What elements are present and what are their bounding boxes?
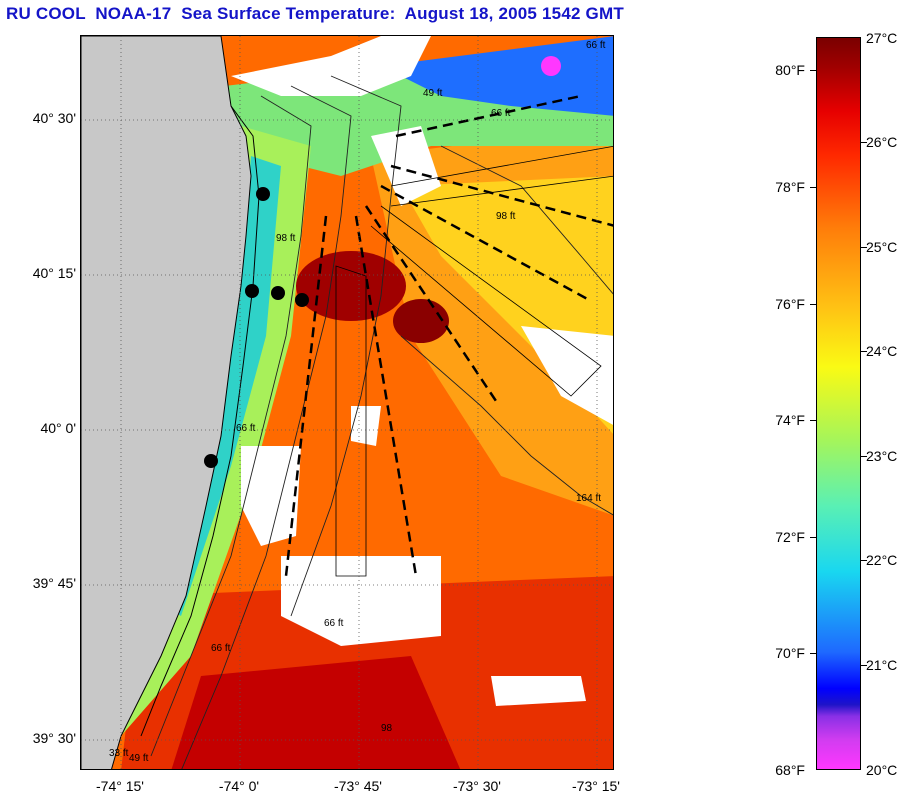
- longitude-label: -74° 15': [96, 778, 144, 794]
- fahrenheit-tick: [810, 304, 816, 305]
- isobath-label: 164 ft: [576, 493, 601, 504]
- celsius-label: 20°C: [866, 762, 898, 778]
- isobath-label: 66 ft: [211, 643, 231, 654]
- sst-map-canvas: 49 ft 66 ft 98 ft 98 ft 66 ft 164 ft 66 …: [81, 36, 613, 769]
- lane-south: [354, 215, 418, 577]
- isobath-label: 66 ft: [324, 618, 344, 629]
- longitude-label: -73° 45': [334, 778, 382, 794]
- fahrenheit-label: 70°F: [775, 645, 805, 661]
- celsius-label: 27°C: [866, 30, 898, 46]
- isobath-66ft: [181, 85, 352, 769]
- station-marker[interactable]: [271, 286, 285, 300]
- lane-northeast: [390, 164, 613, 227]
- cloud-mask-east: [521, 326, 613, 425]
- fahrenheit-label: 78°F: [775, 179, 805, 195]
- latitude-label: 40° 0': [40, 420, 76, 436]
- coldest-patch: [541, 56, 561, 76]
- lane-east: [380, 184, 592, 303]
- coastal-cold-strip: [151, 156, 281, 616]
- latitude-label: 39° 45': [32, 575, 76, 591]
- station-marker[interactable]: [204, 454, 218, 468]
- isobath-label: 66 ft: [586, 40, 606, 51]
- fahrenheit-label: 74°F: [775, 412, 805, 428]
- fahrenheit-label: 76°F: [775, 296, 805, 312]
- cloud-mask-central: [281, 556, 441, 646]
- celsius-label: 23°C: [866, 448, 898, 464]
- map-title: RU COOL NOAA-17 Sea Surface Temperature:…: [6, 4, 624, 23]
- latitude-label: 40° 30': [32, 110, 76, 126]
- lane-southwest: [284, 215, 328, 577]
- transect-northeast: [390, 145, 613, 207]
- fahrenheit-label: 80°F: [775, 62, 805, 78]
- sst-map[interactable]: 49 ft 66 ft 98 ft 98 ft 66 ft 164 ft 66 …: [80, 35, 614, 770]
- longitude-label: -73° 30': [453, 778, 501, 794]
- hotspot-canyon-head: [296, 251, 406, 321]
- celsius-tick: [861, 560, 867, 561]
- sampling-box-central: [335, 265, 367, 577]
- isobath-label: 98 ft: [496, 211, 516, 222]
- land-new-jersey: [81, 36, 252, 769]
- lane-southeast: [364, 205, 498, 402]
- temperature-colorbar: [816, 37, 861, 770]
- isobath-label: 49 ft: [423, 88, 443, 99]
- fahrenheit-tick: [810, 537, 816, 538]
- station-marker[interactable]: [295, 293, 309, 307]
- transect-southeast: [370, 205, 602, 397]
- latitude-label: 40° 15': [32, 265, 76, 281]
- latitude-label: 39° 30': [32, 730, 76, 746]
- cloud-mask-nearshore: [371, 126, 441, 206]
- hot-band-south: [171, 656, 461, 769]
- celsius-label: 25°C: [866, 239, 898, 255]
- station-marker[interactable]: [245, 284, 259, 298]
- cold-patch-northeast: [381, 36, 613, 116]
- fahrenheit-label: 68°F: [775, 762, 805, 778]
- isobath-label: 66 ft: [491, 108, 511, 119]
- isobath-label: 98 ft: [276, 233, 296, 244]
- isobath-98ft-east: [440, 145, 613, 295]
- isobath-98ft: [290, 75, 402, 617]
- graticule: [81, 36, 613, 769]
- longitude-label: -74° 0': [218, 778, 260, 794]
- cloud-mask-north: [231, 36, 431, 96]
- fahrenheit-tick: [810, 70, 816, 71]
- celsius-tick: [861, 456, 867, 457]
- isobath-label: 66 ft: [236, 423, 256, 434]
- celsius-label: 24°C: [866, 343, 898, 359]
- isobath-label: 98: [381, 723, 393, 734]
- cloud-mask-west: [241, 446, 301, 546]
- station-markers: [204, 187, 309, 468]
- celsius-tick: [861, 665, 867, 666]
- celsius-label: 21°C: [866, 657, 898, 673]
- isobath-label: 49 ft: [129, 753, 149, 764]
- celsius-tick: [861, 351, 867, 352]
- fahrenheit-tick: [810, 653, 816, 654]
- fahrenheit-tick: [810, 420, 816, 421]
- fahrenheit-label: 72°F: [775, 529, 805, 545]
- station-marker[interactable]: [256, 187, 270, 201]
- fahrenheit-tick: [810, 187, 816, 188]
- coastline: [140, 105, 260, 737]
- celsius-tick: [861, 247, 867, 248]
- hotspot-east: [393, 299, 449, 343]
- isobath-label: 33 ft: [109, 748, 129, 759]
- celsius-label: 26°C: [866, 134, 898, 150]
- cloud-mask-southeast: [491, 676, 586, 706]
- isobath-49ft: [150, 95, 312, 757]
- celsius-tick: [861, 142, 867, 143]
- isobath-164ft: [400, 335, 613, 516]
- longitude-label: -73° 15': [572, 778, 620, 794]
- celsius-label: 22°C: [866, 552, 898, 568]
